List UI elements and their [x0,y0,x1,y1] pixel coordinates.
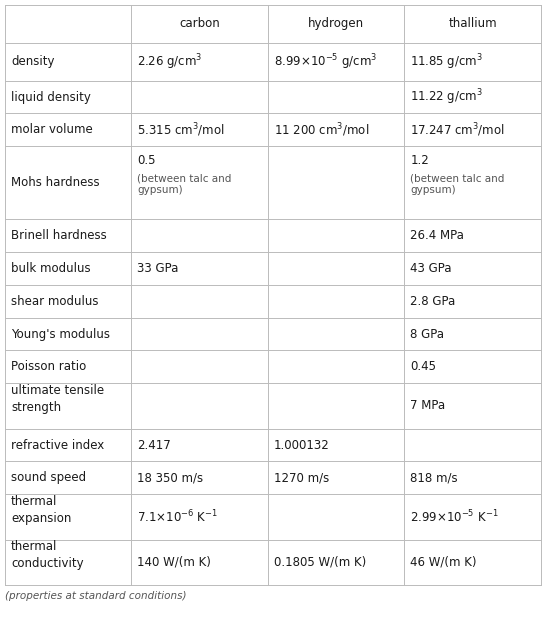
Text: 43 GPa: 43 GPa [411,262,452,275]
Text: 11.85 g/cm$^3$: 11.85 g/cm$^3$ [411,52,483,72]
Text: hydrogen: hydrogen [308,17,364,30]
Text: liquid density: liquid density [11,91,91,104]
Text: (between talc and
gypsum): (between talc and gypsum) [411,173,505,196]
Text: 818 m/s: 818 m/s [411,471,458,484]
Text: thallium: thallium [448,17,497,30]
Text: 0.45: 0.45 [411,360,436,373]
Text: sound speed: sound speed [11,471,86,484]
Text: carbon: carbon [179,17,219,30]
Text: 8 GPa: 8 GPa [411,328,444,341]
Text: 7 MPa: 7 MPa [411,399,446,412]
Text: Young's modulus: Young's modulus [11,328,110,341]
Text: thermal: thermal [11,540,57,553]
Text: shear modulus: shear modulus [11,295,98,308]
Text: 17.247 cm$^3$/mol: 17.247 cm$^3$/mol [411,121,505,139]
Text: 5.315 cm$^3$/mol: 5.315 cm$^3$/mol [137,121,225,139]
Text: 140 W/(m K): 140 W/(m K) [137,556,211,569]
Text: (properties at standard conditions): (properties at standard conditions) [5,591,187,601]
Text: 0.5: 0.5 [137,154,156,167]
Text: Mohs hardness: Mohs hardness [11,176,99,189]
Text: 1.2: 1.2 [411,154,429,167]
Text: 2.417: 2.417 [137,439,171,452]
Text: 0.1805 W/(m K): 0.1805 W/(m K) [274,556,366,569]
Text: 7.1×10$^{-6}$ K$^{-1}$: 7.1×10$^{-6}$ K$^{-1}$ [137,508,218,525]
Text: 18 350 m/s: 18 350 m/s [137,471,203,484]
Text: refractive index: refractive index [11,439,104,452]
Text: 2.8 GPa: 2.8 GPa [411,295,455,308]
Text: ultimate tensile: ultimate tensile [11,384,104,397]
Text: density: density [11,56,55,68]
Text: 11 200 cm$^3$/mol: 11 200 cm$^3$/mol [274,121,369,139]
Text: bulk modulus: bulk modulus [11,262,91,275]
Text: strength: strength [11,401,61,414]
Text: Brinell hardness: Brinell hardness [11,230,107,242]
Text: 46 W/(m K): 46 W/(m K) [411,556,477,569]
Text: 11.22 g/cm$^3$: 11.22 g/cm$^3$ [411,87,483,107]
Text: molar volume: molar volume [11,123,93,136]
Text: 26.4 MPa: 26.4 MPa [411,230,464,242]
Text: 33 GPa: 33 GPa [137,262,179,275]
Text: expansion: expansion [11,511,72,525]
Text: 1270 m/s: 1270 m/s [274,471,329,484]
Text: 1.000132: 1.000132 [274,439,329,452]
Text: Poisson ratio: Poisson ratio [11,360,86,373]
Text: 8.99×10$^{-5}$ g/cm$^3$: 8.99×10$^{-5}$ g/cm$^3$ [274,52,377,72]
Text: conductivity: conductivity [11,557,84,570]
Text: 2.26 g/cm$^3$: 2.26 g/cm$^3$ [137,52,202,72]
Text: thermal: thermal [11,495,57,508]
Text: (between talc and
gypsum): (between talc and gypsum) [137,173,232,196]
Text: 2.99×10$^{-5}$ K$^{-1}$: 2.99×10$^{-5}$ K$^{-1}$ [411,508,499,525]
